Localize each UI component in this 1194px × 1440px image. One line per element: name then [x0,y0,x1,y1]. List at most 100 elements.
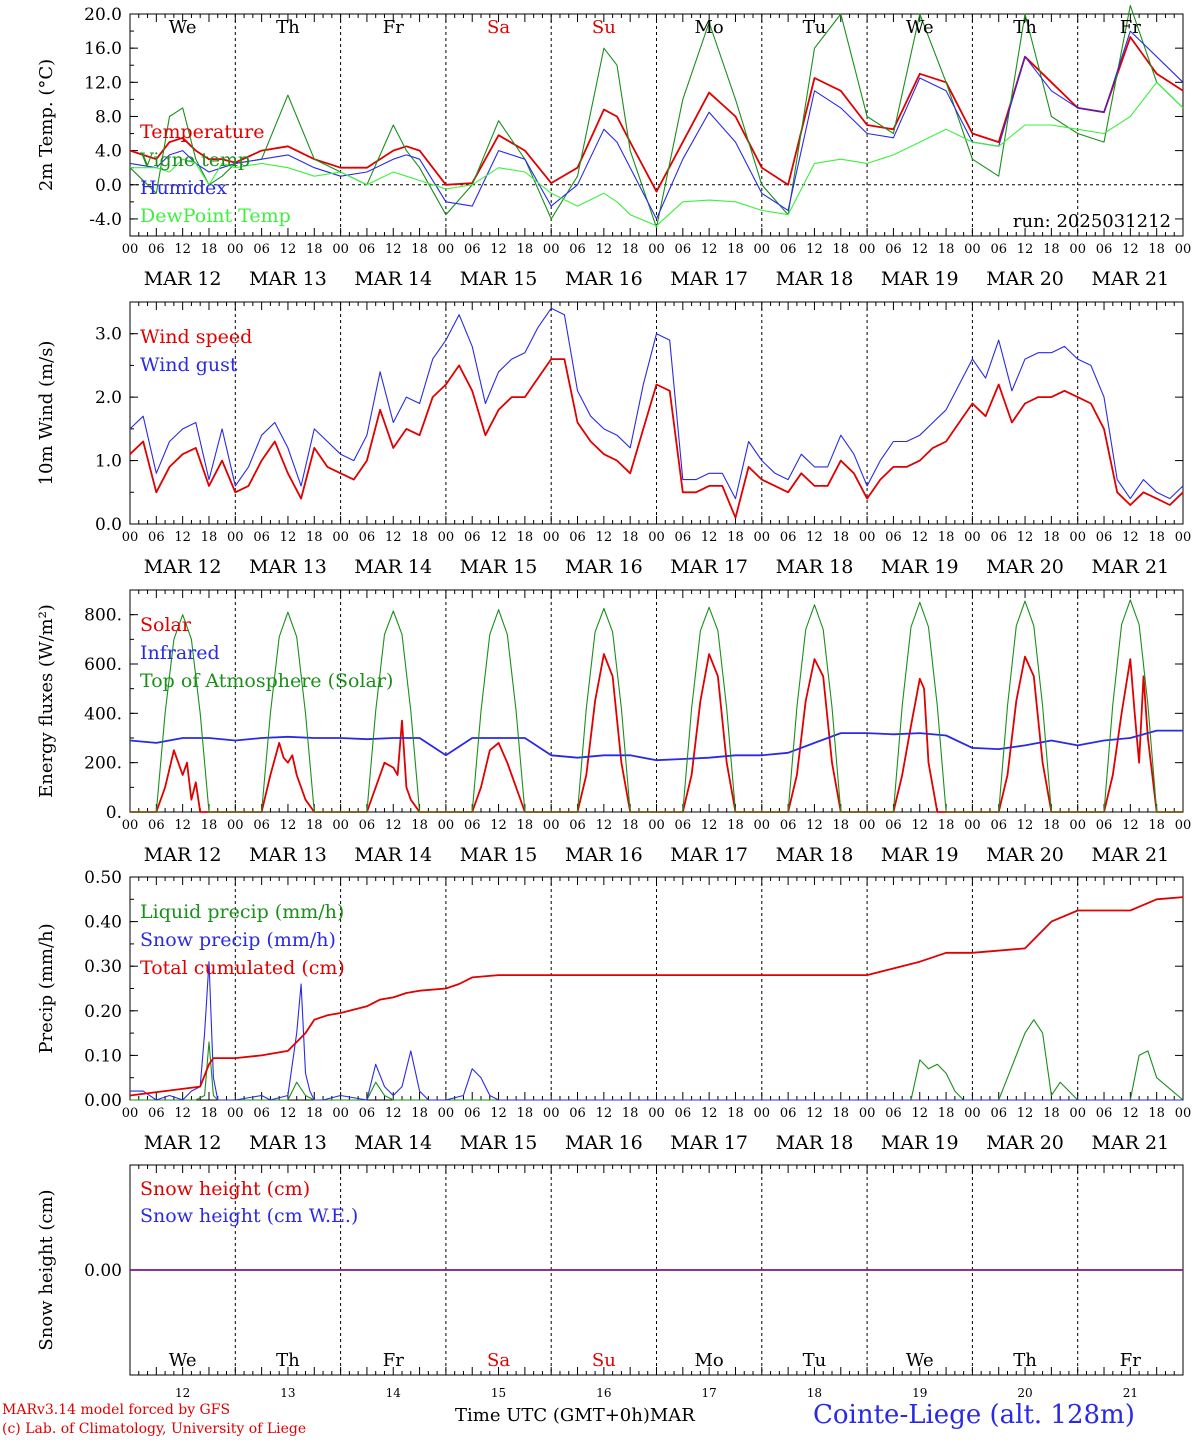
hour-label: 18 [306,818,323,833]
hour-label: 00 [754,242,771,257]
legend-entry: Top of Atmosphere (Solar) [140,670,393,692]
hour-label: 18 [622,1106,639,1121]
hour-label: 12 [806,242,823,257]
y-tick-label: 3.0 [95,325,122,345]
hour-label: 06 [780,530,797,545]
hour-label: 00 [964,818,981,833]
hour-label: 18 [622,530,639,545]
hour-label: 00 [1175,1106,1192,1121]
date-label: MAR 18 [776,556,854,578]
legend-entry: Humidex [140,177,227,199]
hour-label: 12 [490,242,507,257]
day-number: 16 [596,1386,611,1400]
hour-label: 12 [280,242,297,257]
y-tick-label: 0. [106,803,122,823]
day-name: Th [1013,17,1037,38]
date-label: MAR 16 [565,844,643,866]
hour-label: 06 [780,242,797,257]
day-name: We [906,1350,934,1371]
day-name: Fr [1120,1350,1141,1371]
hour-label: 00 [1175,818,1192,833]
hour-label: 12 [911,1106,928,1121]
hour-label: 06 [148,818,165,833]
y-tick-label: 0.00 [84,1091,122,1111]
date-label: MAR 13 [249,1132,327,1154]
hour-label: 06 [885,818,902,833]
legend-entry: Infrared [140,642,220,664]
hour-label: 18 [833,818,850,833]
hour-label: 06 [1096,530,1113,545]
hour-label: 12 [385,530,402,545]
hour-label: 06 [569,1106,586,1121]
hour-label: 00 [648,1106,665,1121]
hour-label: 06 [990,530,1007,545]
day-name: We [169,17,197,38]
hour-label: 00 [1069,1106,1086,1121]
hour-label: 00 [122,1106,139,1121]
y-tick-label: 12.0 [84,73,122,93]
hour-label: 12 [1017,242,1034,257]
y-axis-label: Energy fluxes (W/m²) [36,604,57,798]
hour-label: 00 [964,530,981,545]
hour-label: 06 [464,1106,481,1121]
date-label: MAR 21 [1091,556,1169,578]
date-label: MAR 12 [144,1132,222,1154]
hour-label: 06 [990,242,1007,257]
hour-label: 06 [253,530,270,545]
legend-entry: Snow height (cm W.E.) [140,1205,358,1227]
day-number: 15 [491,1386,506,1400]
day-name: Tu [803,17,827,38]
date-label: MAR 14 [354,268,432,290]
hour-label: 06 [675,818,692,833]
date-label: MAR 20 [986,268,1064,290]
hour-label: 12 [596,1106,613,1121]
date-label: MAR 18 [776,268,854,290]
day-name: Su [592,1350,616,1371]
hour-label: 18 [1148,242,1165,257]
series-line-0 [130,653,1183,813]
hour-label: 00 [122,818,139,833]
hour-label: 12 [1122,818,1139,833]
y-tick-label: 0.0 [95,176,122,196]
hour-label: 00 [543,1106,560,1121]
hour-label: 06 [569,242,586,257]
hour-label: 12 [701,1106,718,1121]
day-name: Mo [695,1350,724,1371]
date-label: MAR 13 [249,268,327,290]
hour-label: 06 [253,242,270,257]
legend-entry: Total cumulated (cm) [140,957,345,979]
date-label: MAR 12 [144,268,222,290]
series-line-1 [130,961,1183,1101]
date-label: MAR 17 [670,844,748,866]
hour-label: 18 [201,818,218,833]
hour-label: 18 [411,530,428,545]
hour-label: 12 [911,242,928,257]
hour-label: 12 [490,530,507,545]
date-label: MAR 19 [881,556,959,578]
hour-label: 12 [701,242,718,257]
day-name: Mo [695,17,724,38]
legend-entry: DewPoint Temp [140,205,291,227]
day-name: Tu [803,1350,827,1371]
day-number: 14 [386,1386,402,1400]
series-line-1 [129,729,1183,762]
hour-label: 00 [332,530,349,545]
hour-label: 12 [280,818,297,833]
hour-label: 12 [385,1106,402,1121]
hour-label: 12 [596,530,613,545]
hour-label: 06 [569,818,586,833]
hour-label: 12 [911,818,928,833]
hour-label: 00 [227,1106,244,1121]
legend-entry: Liquid precip (mm/h) [140,901,344,923]
hour-label: 18 [411,1106,428,1121]
hour-label: 12 [385,818,402,833]
hour-label: 06 [464,242,481,257]
hour-label: 12 [806,1106,823,1121]
day-name: Fr [383,17,404,38]
date-label: MAR 18 [776,1132,854,1154]
hour-label: 06 [253,818,270,833]
y-tick-label: 600. [84,655,122,675]
date-label: MAR 14 [354,556,432,578]
hour-label: 18 [938,1106,955,1121]
hour-label: 18 [938,818,955,833]
